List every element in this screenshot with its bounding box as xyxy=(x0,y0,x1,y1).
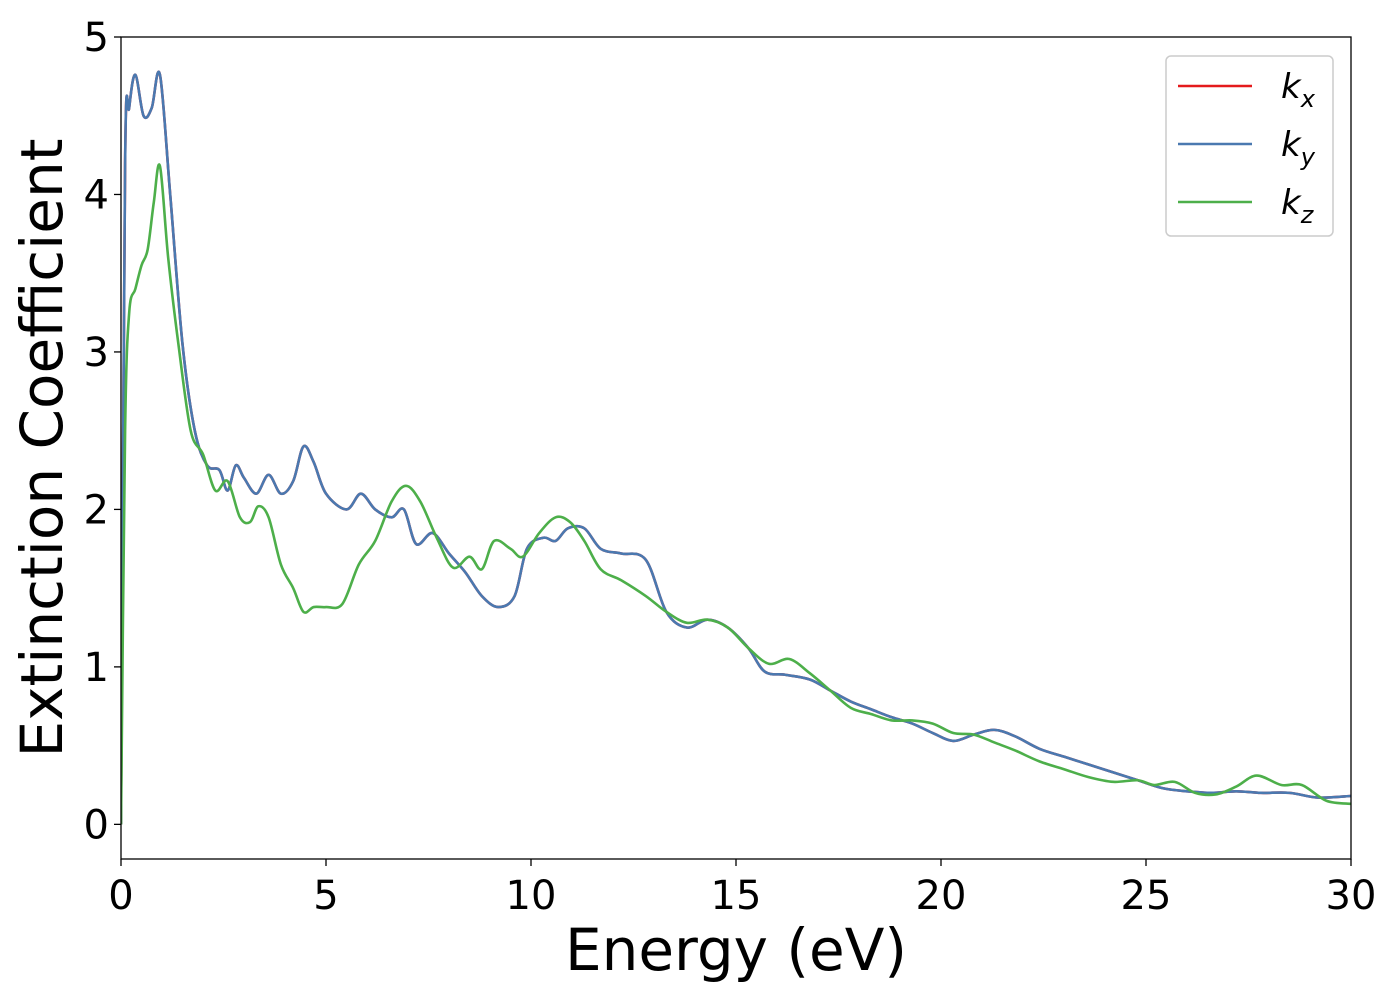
x-tick-label: 20 xyxy=(916,873,967,919)
y-tick-label: 3 xyxy=(84,330,109,376)
legend-box xyxy=(1165,55,1334,237)
series-line-ky xyxy=(121,70,1351,825)
series-line-kz xyxy=(121,163,1351,825)
y-tick-label: 2 xyxy=(84,487,109,533)
x-tick-label: 30 xyxy=(1326,873,1377,919)
y-tick-label: 0 xyxy=(84,802,109,848)
y-axis-title: Extinction Coefficient xyxy=(8,139,76,758)
legend-label-subscript: y xyxy=(1300,143,1316,171)
legend-label-y: ky xyxy=(1281,125,1316,171)
legend-label-x: kx xyxy=(1281,67,1316,113)
y-tick-label: 1 xyxy=(84,645,109,691)
legend-label-base: k xyxy=(1281,125,1302,165)
legend-label-subscript: x xyxy=(1300,85,1316,113)
legend-label-base: k xyxy=(1281,183,1302,223)
y-tick-label: 4 xyxy=(84,172,109,218)
legend-label-base: k xyxy=(1281,67,1302,107)
series-layer xyxy=(121,70,1351,825)
y-tick-label: 5 xyxy=(84,15,109,61)
legend-label-z: kz xyxy=(1281,183,1315,229)
legend-label-subscript: z xyxy=(1300,201,1315,229)
x-tick-label: 15 xyxy=(711,873,762,919)
x-tick-label: 5 xyxy=(313,873,338,919)
x-axis-title: Energy (eV) xyxy=(565,916,907,984)
x-tick-label: 25 xyxy=(1121,873,1172,919)
x-tick-label: 10 xyxy=(506,873,557,919)
x-tick-label: 0 xyxy=(108,873,133,919)
axis-ticks: 0 5 10 15 20 25 30 0 1 2 3 4 5 xyxy=(84,15,1377,919)
